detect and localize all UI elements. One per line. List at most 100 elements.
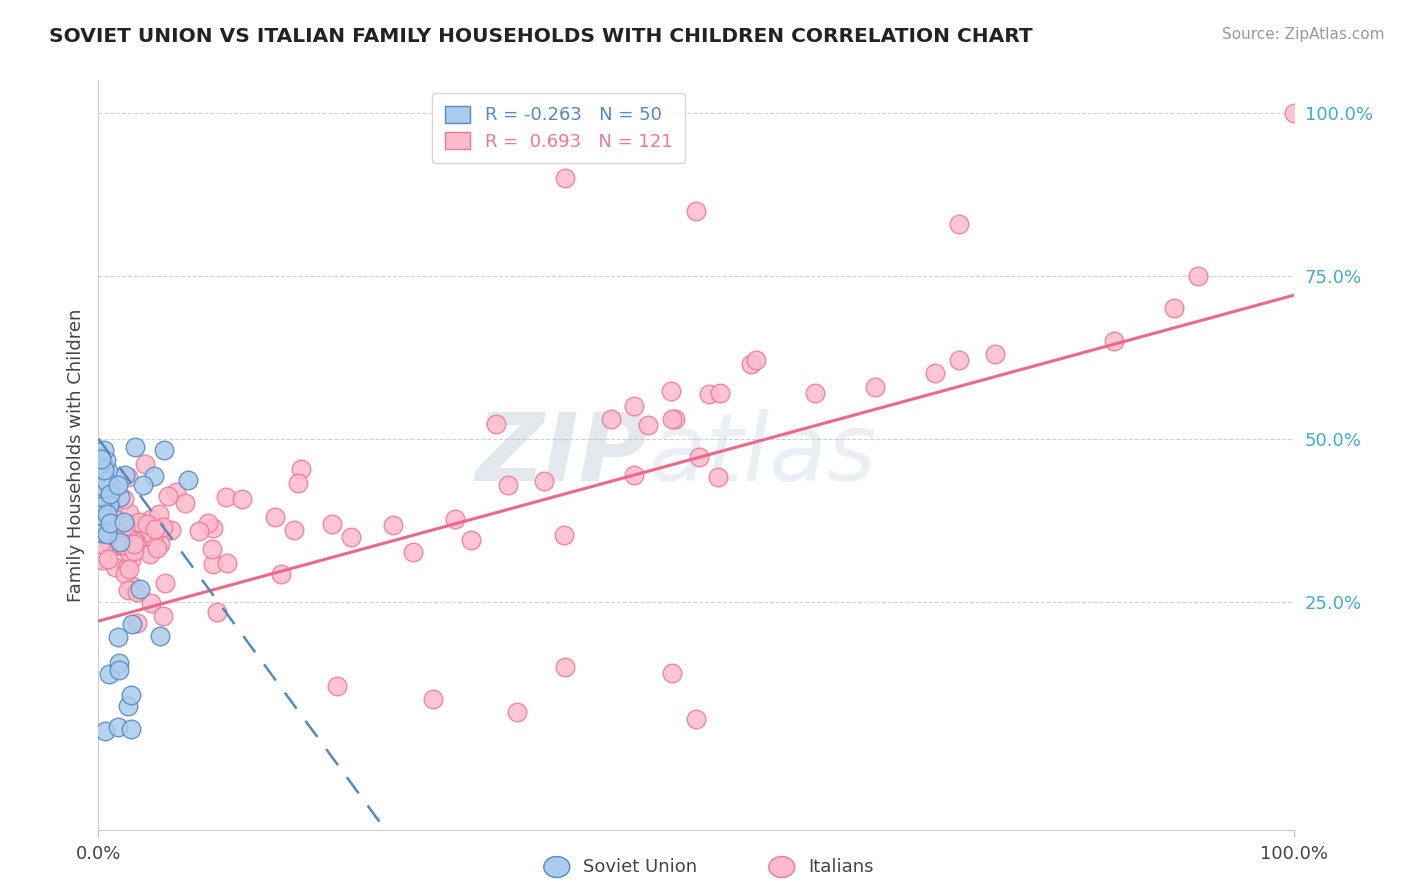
- Italians: [152, 608, 174, 623]
- Soviet Union: [120, 723, 142, 737]
- Soviet Union: [98, 666, 121, 681]
- Italians: [94, 510, 117, 524]
- Italians: [108, 532, 131, 546]
- Soviet Union: [120, 689, 142, 703]
- Italians: [125, 535, 148, 549]
- Soviet Union: [94, 497, 117, 511]
- Italians: [340, 530, 363, 544]
- Soviet Union: [87, 450, 110, 464]
- Italians: [924, 367, 946, 381]
- Soviet Union: [121, 617, 143, 632]
- Soviet Union: [90, 504, 112, 518]
- Italians: [1187, 268, 1209, 283]
- Italians: [688, 450, 710, 465]
- Italians: [740, 358, 762, 372]
- Italians: [91, 526, 114, 541]
- Italians: [141, 512, 163, 526]
- Soviet Union: [93, 443, 115, 458]
- Text: ZIP: ZIP: [475, 409, 648, 501]
- Text: Italians: Italians: [808, 858, 875, 876]
- Italians: [121, 579, 143, 593]
- Italians: [114, 519, 136, 533]
- Soviet Union: [90, 452, 112, 467]
- Italians: [103, 512, 125, 526]
- Italians: [402, 545, 425, 559]
- Italians: [201, 541, 224, 556]
- Text: Soviet Union: Soviet Union: [583, 858, 697, 876]
- Soviet Union: [98, 487, 121, 501]
- Italians: [134, 458, 156, 472]
- Italians: [104, 560, 127, 574]
- Italians: [90, 552, 112, 566]
- Soviet Union: [107, 720, 129, 734]
- Italians: [264, 509, 287, 524]
- Italians: [89, 537, 111, 551]
- Italians: [661, 666, 683, 681]
- Italians: [118, 562, 141, 576]
- Soviet Union: [98, 497, 121, 511]
- Italians: [138, 547, 160, 561]
- Italians: [984, 347, 1007, 361]
- Italians: [105, 512, 128, 526]
- Soviet Union: [93, 458, 115, 473]
- Italians: [117, 470, 139, 484]
- Italians: [215, 556, 238, 570]
- Italians: [152, 519, 174, 533]
- Soviet Union: [98, 480, 121, 494]
- Italians: [553, 528, 575, 542]
- Italians: [174, 495, 197, 509]
- Italians: [948, 217, 970, 231]
- Soviet Union: [132, 478, 155, 492]
- Soviet Union: [108, 657, 131, 671]
- Italians: [321, 517, 343, 532]
- Soviet Union: [89, 508, 111, 522]
- Soviet Union: [97, 465, 120, 479]
- Italians: [270, 566, 292, 581]
- Italians: [865, 379, 887, 393]
- Italians: [149, 537, 172, 551]
- Italians: [91, 484, 114, 499]
- Soviet Union: [108, 490, 131, 504]
- Soviet Union: [176, 473, 198, 487]
- Italians: [117, 583, 139, 598]
- Soviet Union: [112, 515, 135, 529]
- Italians: [108, 537, 131, 551]
- Italians: [326, 679, 349, 693]
- Italians: [100, 490, 122, 504]
- Italians: [707, 470, 730, 484]
- Legend: R = -0.263   N = 50, R =  0.693   N = 121: R = -0.263 N = 50, R = 0.693 N = 121: [432, 93, 685, 163]
- Italians: [117, 506, 139, 520]
- Italians: [145, 522, 167, 536]
- Soviet Union: [98, 498, 121, 512]
- Italians: [97, 552, 120, 566]
- Italians: [685, 712, 707, 726]
- Italians: [948, 353, 970, 368]
- Italians: [122, 544, 145, 558]
- Italians: [187, 524, 209, 538]
- Soviet Union: [93, 480, 115, 494]
- Circle shape: [769, 856, 794, 878]
- Italians: [215, 491, 238, 505]
- Soviet Union: [89, 460, 111, 475]
- Soviet Union: [129, 582, 152, 596]
- Italians: [283, 523, 305, 537]
- Italians: [637, 417, 659, 432]
- Italians: [533, 474, 555, 488]
- Italians: [128, 515, 150, 529]
- Text: SOVIET UNION VS ITALIAN FAMILY HOUSEHOLDS WITH CHILDREN CORRELATION CHART: SOVIET UNION VS ITALIAN FAMILY HOUSEHOLD…: [49, 27, 1033, 45]
- Italians: [127, 584, 149, 599]
- Soviet Union: [117, 698, 139, 713]
- Soviet Union: [93, 463, 115, 477]
- Soviet Union: [90, 499, 112, 513]
- Italians: [205, 605, 228, 619]
- Italians: [148, 507, 170, 521]
- Italians: [121, 532, 143, 546]
- Italians: [118, 545, 141, 559]
- Soviet Union: [87, 459, 110, 474]
- Soviet Union: [96, 527, 118, 541]
- Italians: [600, 412, 623, 426]
- Italians: [381, 517, 404, 532]
- Italians: [146, 541, 169, 556]
- Italians: [664, 411, 686, 425]
- Italians: [623, 399, 645, 413]
